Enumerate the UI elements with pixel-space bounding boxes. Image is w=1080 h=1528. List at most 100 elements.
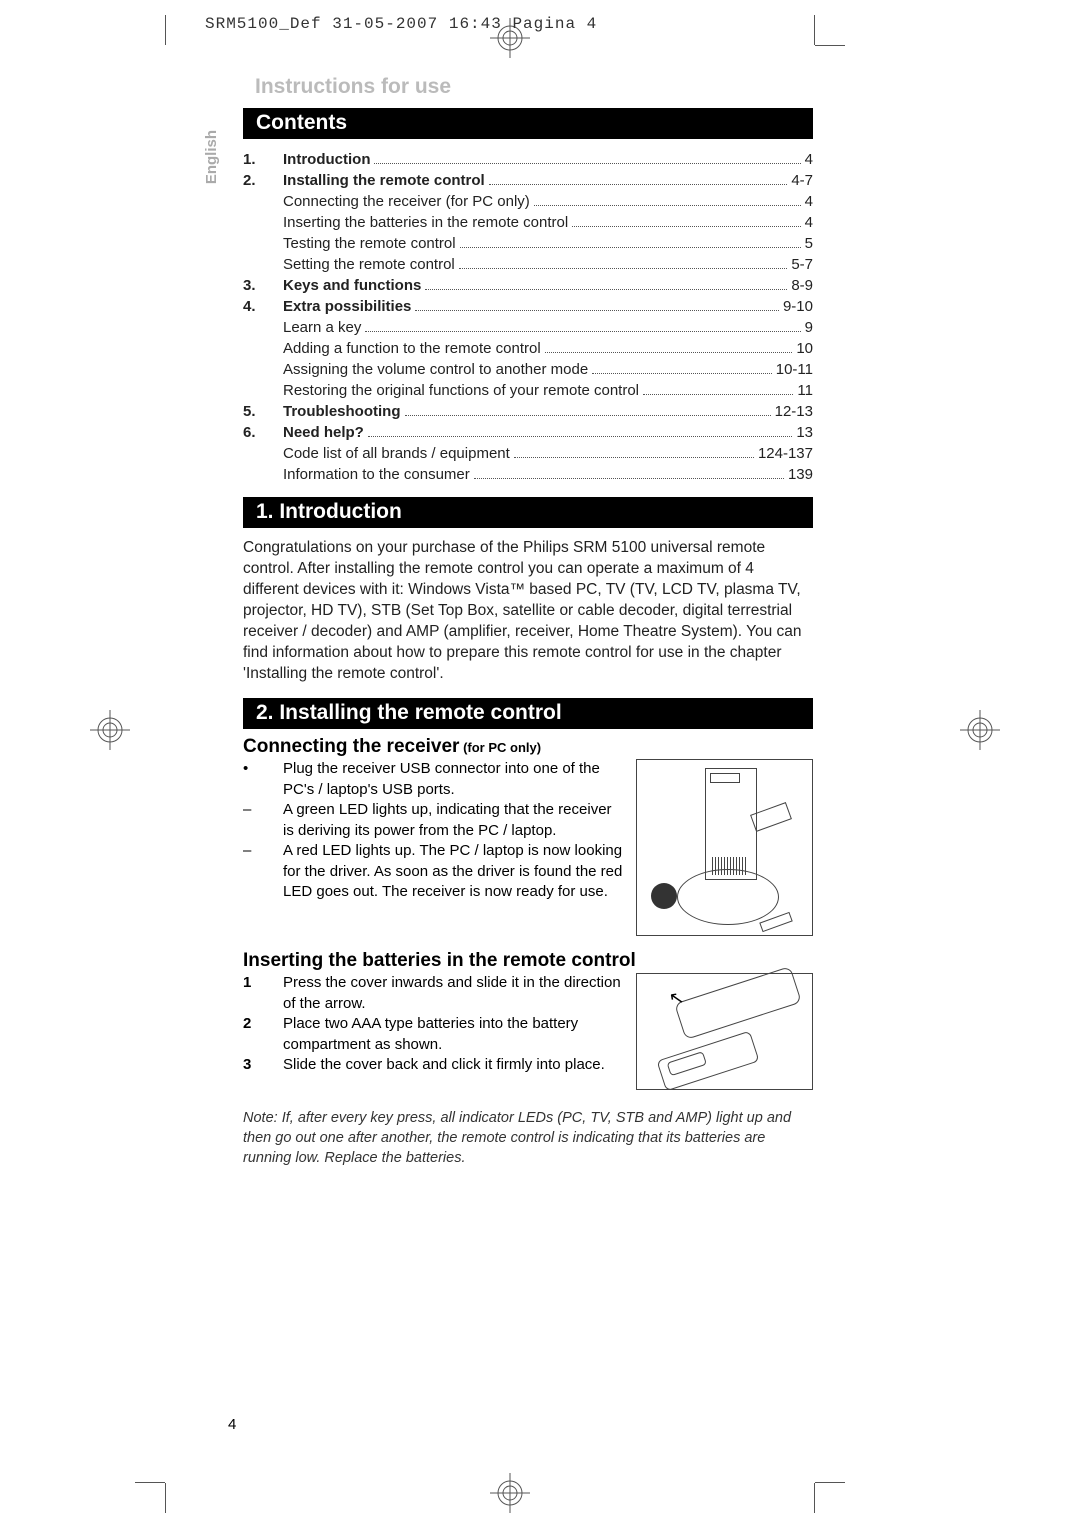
toc-leader — [534, 195, 801, 207]
toc-page: 5 — [805, 233, 813, 254]
toc-label: Adding a function to the remote control — [283, 338, 541, 359]
toc-row: Assigning the volume control to another … — [243, 359, 813, 380]
list-item: –A green LED lights up, indicating that … — [243, 800, 626, 841]
toc-leader — [374, 153, 800, 165]
note-text: If, after every key press, all indicator… — [243, 1110, 791, 1166]
toc-row: Code list of all brands / equipment124-1… — [243, 443, 813, 464]
toc-page: 4 — [805, 212, 813, 233]
list-item: 3Slide the cover back and click it firml… — [243, 1055, 626, 1076]
crop-mark — [135, 1482, 165, 1483]
toc-page: 124-137 — [758, 443, 813, 464]
page-number: 4 — [228, 1416, 236, 1433]
remote-body-icon — [674, 966, 802, 1040]
instructions-heading: Instructions for use — [243, 73, 813, 104]
toc-row: Restoring the original functions of your… — [243, 380, 813, 401]
toc-leader — [460, 237, 801, 249]
batteries-figure: ↖ — [636, 973, 813, 1090]
toc-label: Installing the remote control — [283, 170, 485, 191]
registration-mark-icon — [90, 710, 130, 750]
table-of-contents: 1.Introduction42.Installing the remote c… — [243, 149, 813, 485]
list-bullet: 1 — [243, 973, 283, 1014]
introduction-text: Congratulations on your purchase of the … — [243, 537, 813, 684]
registration-mark-icon — [960, 710, 1000, 750]
toc-label: Connecting the receiver (for PC only) — [283, 191, 530, 212]
toc-page: 4 — [805, 191, 813, 212]
language-tab: English — [203, 130, 220, 184]
subhead-main: Connecting the receiver — [243, 736, 459, 757]
toc-label: Introduction — [283, 149, 370, 170]
note-block: Note: If, after every key press, all ind… — [243, 1108, 813, 1168]
toc-page: 4-7 — [791, 170, 813, 191]
toc-leader — [643, 384, 793, 396]
toc-leader — [368, 426, 792, 438]
toc-row: Testing the remote control 5 — [243, 233, 813, 254]
page: SRM5100_Def 31-05-2007 16:43 Pagina 4 En… — [0, 0, 1080, 1528]
list-text: Press the cover inwards and slide it in … — [283, 973, 626, 1014]
toc-label: Learn a key — [283, 317, 361, 338]
list-item: 1Press the cover inwards and slide it in… — [243, 973, 626, 1014]
receiver-base-icon — [677, 869, 779, 925]
connecting-receiver-heading: Connecting the receiver (for PC only) — [243, 736, 813, 758]
toc-row: 4.Extra possibilities9-10 — [243, 296, 813, 317]
toc-number: 2. — [243, 170, 283, 191]
receiver-ball-icon — [651, 883, 677, 909]
contents-heading: Contents — [243, 108, 813, 139]
toc-row: Connecting the receiver (for PC only) 4 — [243, 191, 813, 212]
crop-mark — [815, 45, 845, 46]
toc-leader — [489, 174, 788, 186]
toc-number: 4. — [243, 296, 283, 317]
toc-label: Testing the remote control — [283, 233, 456, 254]
toc-number: 3. — [243, 275, 283, 296]
toc-row: 1.Introduction 4 — [243, 149, 813, 170]
section-2-heading: 2. Installing the remote control — [243, 698, 813, 729]
toc-page: 4 — [805, 149, 813, 170]
crop-mark — [815, 1482, 845, 1483]
toc-leader — [592, 363, 772, 375]
crop-mark — [814, 1483, 815, 1513]
toc-page: 11 — [797, 380, 813, 401]
toc-page: 12-13 — [775, 401, 813, 422]
toc-row: 6.Need help? 13 — [243, 422, 813, 443]
toc-leader — [415, 300, 779, 312]
toc-leader — [405, 405, 771, 417]
toc-label: Inserting the batteries in the remote co… — [283, 212, 568, 233]
toc-row: Setting the remote control5-7 — [243, 254, 813, 275]
toc-number: 1. — [243, 149, 283, 170]
toc-leader — [474, 468, 784, 480]
toc-leader — [514, 447, 754, 459]
list-bullet: – — [243, 800, 283, 841]
pc-tower-icon — [705, 768, 757, 880]
list-text: Plug the receiver USB connector into one… — [283, 759, 626, 800]
list-item: •Plug the receiver USB connector into on… — [243, 759, 626, 800]
toc-label: Information to the consumer — [283, 464, 470, 485]
crop-mark — [814, 15, 815, 45]
list-text: Slide the cover back and click it firmly… — [283, 1055, 626, 1076]
section-1-heading: 1. Introduction — [243, 497, 813, 528]
toc-label: Need help? — [283, 422, 364, 443]
batteries-heading: Inserting the batteries in the remote co… — [243, 950, 813, 972]
list-text: A red LED lights up. The PC / laptop is … — [283, 841, 626, 903]
toc-label: Keys and functions — [283, 275, 421, 296]
toc-row: 5.Troubleshooting 12-13 — [243, 401, 813, 422]
registration-mark-icon — [490, 1473, 530, 1513]
toc-row: 2.Installing the remote control 4-7 — [243, 170, 813, 191]
crop-mark — [165, 15, 166, 45]
toc-label: Extra possibilities — [283, 296, 411, 317]
list-bullet: 3 — [243, 1055, 283, 1076]
toc-number: 6. — [243, 422, 283, 443]
receiver-steps: •Plug the receiver USB connector into on… — [243, 759, 626, 936]
toc-page: 13 — [796, 422, 813, 443]
toc-page: 8-9 — [791, 275, 813, 296]
toc-label: Troubleshooting — [283, 401, 401, 422]
toc-page: 139 — [788, 464, 813, 485]
receiver-figure — [636, 759, 813, 936]
toc-page: 10 — [796, 338, 813, 359]
toc-number: 5. — [243, 401, 283, 422]
toc-page: 10-11 — [776, 359, 813, 380]
list-bullet: – — [243, 841, 283, 903]
subhead-note: (for PC only) — [459, 740, 541, 755]
arrow-icon: ↖ — [667, 987, 686, 1010]
batteries-section: 1Press the cover inwards and slide it in… — [243, 973, 813, 1090]
receiver-section: •Plug the receiver USB connector into on… — [243, 759, 813, 936]
list-item: –A red LED lights up. The PC / laptop is… — [243, 841, 626, 903]
